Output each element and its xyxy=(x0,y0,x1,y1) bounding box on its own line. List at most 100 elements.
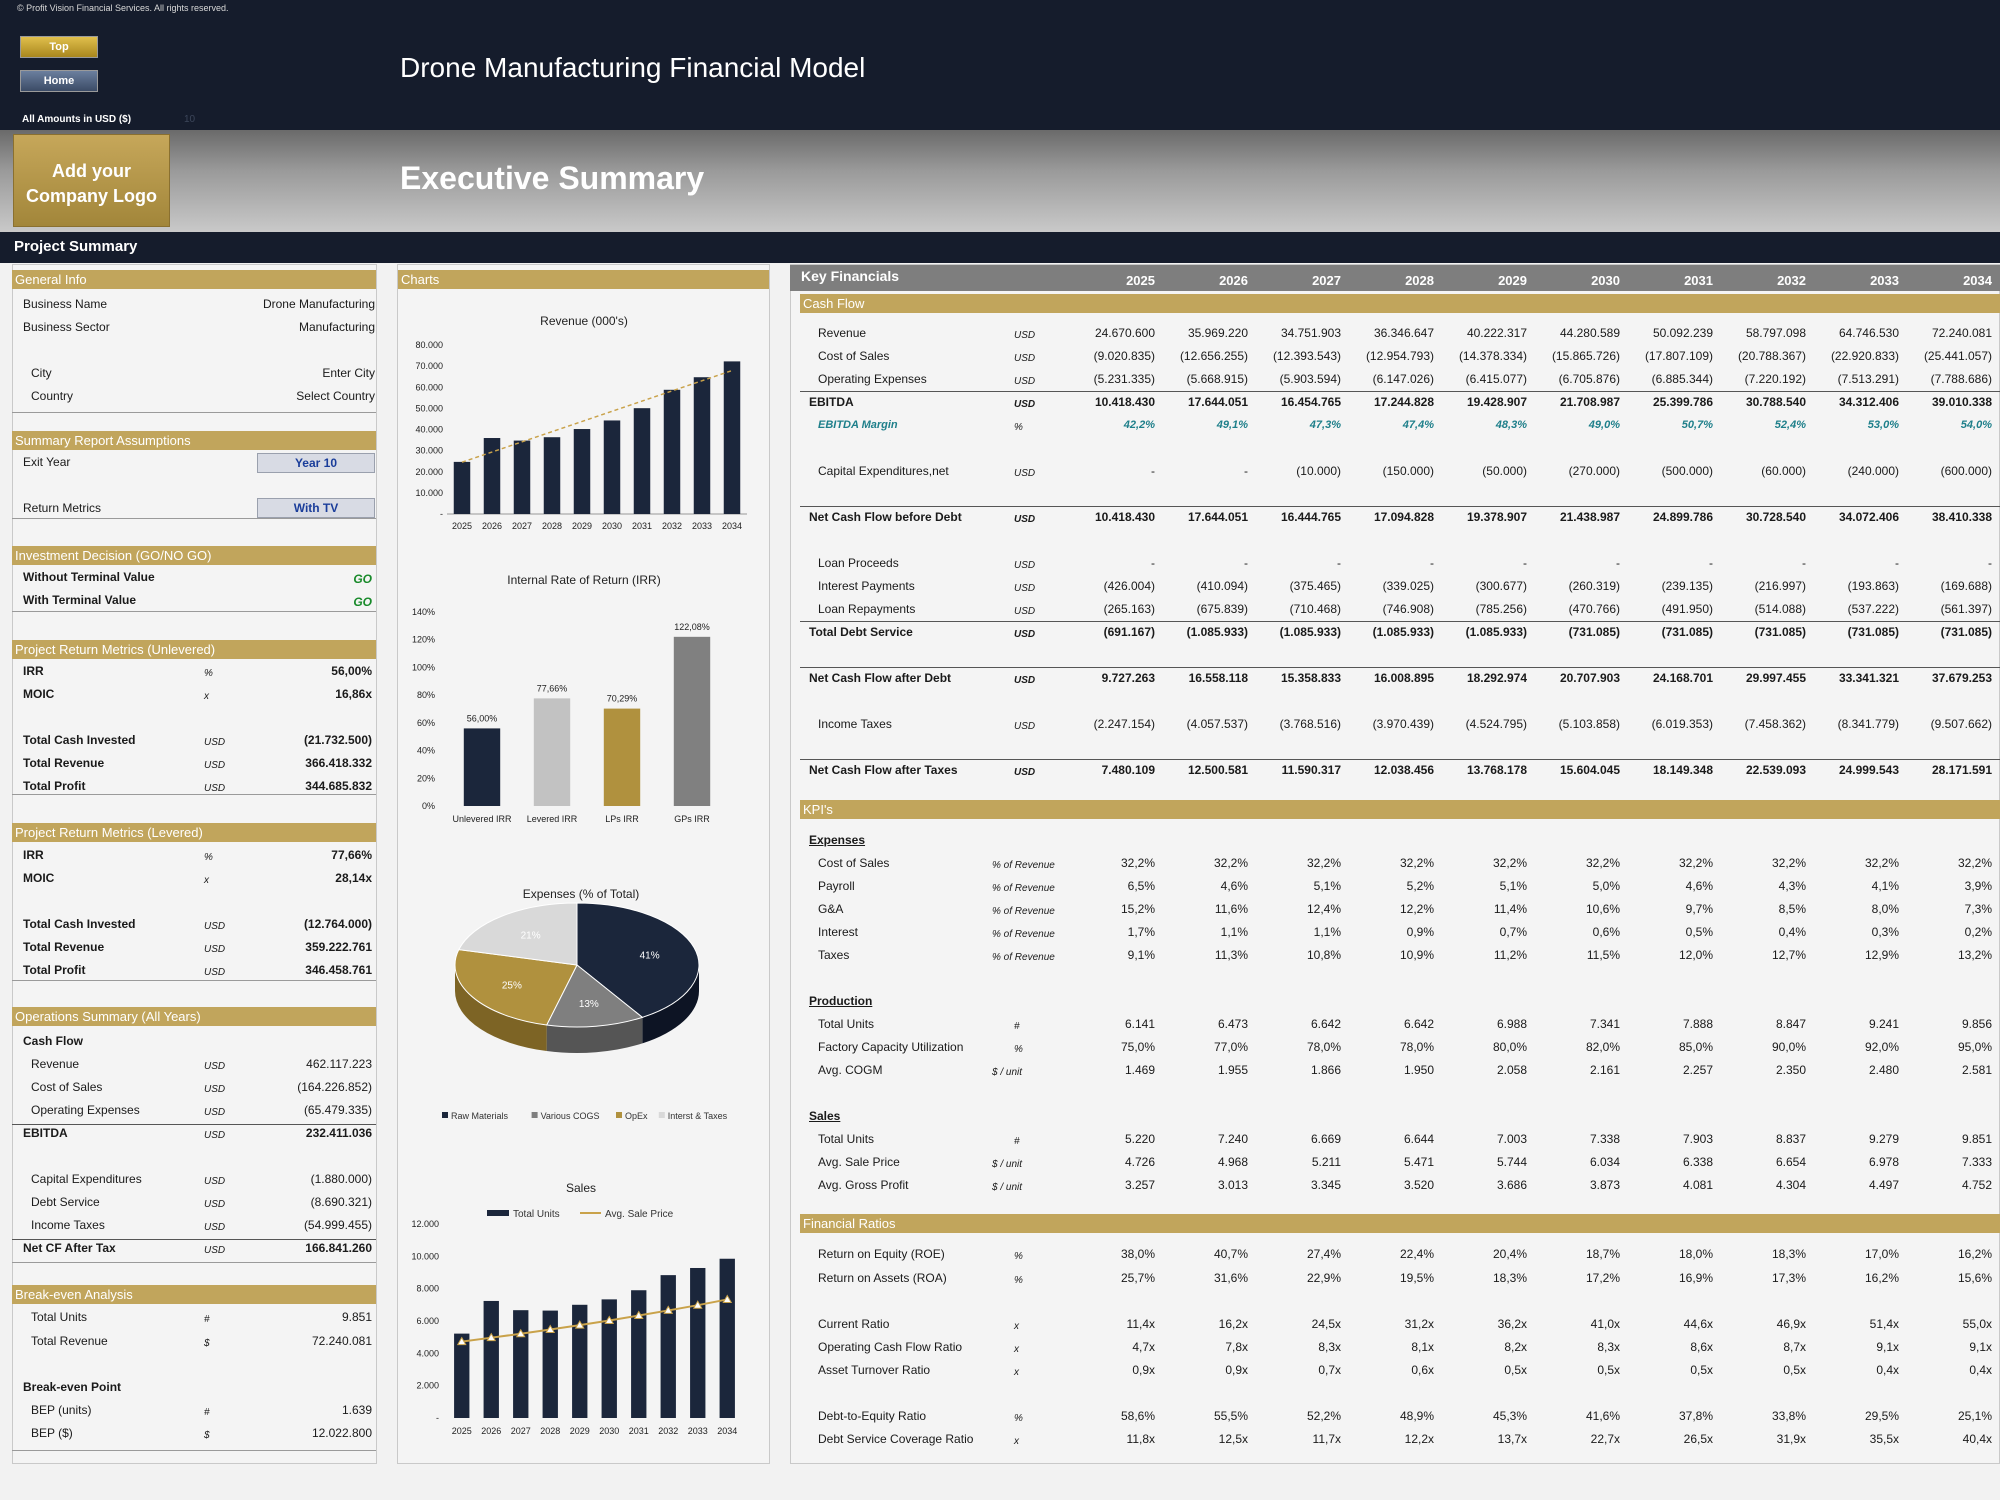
kf-cell-16-6: 9,7% xyxy=(1685,902,1713,916)
kf-subheader-2: Sales xyxy=(809,1109,841,1123)
kf-row-unit-24: $ / unit xyxy=(992,1182,1023,1193)
cashflow-header: Cash Flow xyxy=(800,294,2000,313)
ops-unit-0: USD xyxy=(204,1061,226,1072)
company-logo-placeholder[interactable]: Add your Company Logo xyxy=(13,134,170,227)
kf-cell-18-6: 12,0% xyxy=(1678,948,1713,962)
project-summary-title: Project Summary xyxy=(14,238,138,255)
city-label: City xyxy=(31,366,52,380)
kf-cell-0-7: 58.797.098 xyxy=(1745,326,1806,340)
unlevered-label-2: Total Cash Invested xyxy=(23,733,136,747)
kf-cell-5-8: (240.000) xyxy=(1847,464,1899,478)
city-value[interactable]: Enter City xyxy=(322,366,375,380)
revenue-ytick-6: 60.000 xyxy=(415,382,443,392)
irr-bar-1 xyxy=(533,698,571,806)
home-button[interactable]: Home xyxy=(20,70,98,92)
kf-cell-30-6: 37,8% xyxy=(1678,1409,1713,1423)
sales-xtick-2026: 2026 xyxy=(481,1426,501,1436)
irr-ytick-1: 20% xyxy=(417,773,435,783)
exit-year-label: Exit Year xyxy=(23,455,71,469)
kf-cell-27-0: 11,4x xyxy=(1126,1317,1155,1331)
top-button[interactable]: Top xyxy=(20,36,98,58)
ops-label-0: Revenue xyxy=(31,1057,80,1071)
kf-cell-7-1: - xyxy=(1244,556,1248,570)
kf-cell-3-1: 17.644.051 xyxy=(1187,395,1248,409)
sales-ytick-6: 12.000 xyxy=(411,1219,439,1229)
sales-legend-bar-swatch xyxy=(487,1210,509,1216)
kf-row-label-6: Net Cash Flow before Debt xyxy=(809,510,962,524)
kf-cell-13-1: 12.500.581 xyxy=(1187,763,1248,777)
kf-row-label-25: Return on Equity (ROE) xyxy=(818,1247,945,1261)
kf-cell-30-2: 52,2% xyxy=(1306,1409,1341,1423)
kf-cell-25-7: 18,3% xyxy=(1771,1247,1806,1261)
kf-cell-3-4: 19.428.907 xyxy=(1466,395,1527,409)
sales-price-marker-0 xyxy=(456,1336,467,1346)
kf-cell-16-7: 8,5% xyxy=(1778,902,1806,916)
kf-cell-29-9: 0,4x xyxy=(1969,1363,1992,1377)
kf-cell-3-3: 17.244.828 xyxy=(1373,395,1434,409)
pie-slice-1 xyxy=(545,964,644,1028)
kf-cell-11-7: 29.997.455 xyxy=(1745,671,1806,685)
kf-row-label-16: G&A xyxy=(818,902,844,916)
exit-year-input[interactable]: Year 10 xyxy=(257,453,375,473)
sales-xtick-2030: 2030 xyxy=(599,1426,619,1436)
kf-cell-10-1: (1.085.933) xyxy=(1186,625,1248,639)
kf-cell-3-9: 39.010.338 xyxy=(1931,395,1992,409)
country-value[interactable]: Select Country xyxy=(296,389,375,403)
kf-cell-15-9: 3,9% xyxy=(1964,879,1992,893)
kf-row-label-23: Avg. Sale Price xyxy=(818,1155,900,1169)
year-header-2033: 2033 xyxy=(1870,273,1899,288)
kf-cell-29-7: 0,5x xyxy=(1783,1363,1806,1377)
pie-slice-3 xyxy=(458,902,578,966)
kf-cell-12-8: (8.341.779) xyxy=(1837,717,1899,731)
sales-ytick-5: 10.000 xyxy=(411,1251,439,1261)
kf-cell-10-6: (731.085) xyxy=(1661,625,1713,639)
kf-cell-25-2: 27,4% xyxy=(1306,1247,1341,1261)
kf-cell-14-8: 32,2% xyxy=(1864,856,1899,870)
sales-xtick-2027: 2027 xyxy=(511,1426,531,1436)
kf-cell-29-6: 0,5x xyxy=(1690,1363,1713,1377)
irr-ytick-4: 80% xyxy=(417,690,435,700)
kf-cell-30-1: 55,5% xyxy=(1213,1409,1248,1423)
kf-cell-6-4: 19.378.907 xyxy=(1466,510,1527,524)
kf-cell-10-0: (691.167) xyxy=(1103,625,1155,639)
ops-value-2: (65.479.335) xyxy=(303,1103,372,1117)
kf-cell-31-0: 11,8x xyxy=(1126,1432,1155,1446)
kf-cell-0-4: 40.222.317 xyxy=(1466,326,1527,340)
kf-cell-23-3: 5.471 xyxy=(1403,1155,1434,1169)
sales-price-marker-8 xyxy=(692,1300,703,1309)
kf-cell-9-1: (675.839) xyxy=(1196,602,1248,616)
kf-row-label-24: Avg. Gross Profit xyxy=(818,1178,909,1192)
kf-cell-27-7: 46,9x xyxy=(1776,1317,1806,1331)
return-metrics-input[interactable]: With TV xyxy=(257,498,375,518)
kf-cell-3-0: 10.418.430 xyxy=(1094,395,1155,409)
kf-subheader-0: Expenses xyxy=(809,833,866,847)
kf-row-label-19: Total Units xyxy=(818,1017,875,1031)
kf-row-label-17: Interest xyxy=(818,925,859,939)
bep-value-1: 12.022.800 xyxy=(311,1426,372,1440)
kf-cell-4-2: 47,3% xyxy=(1309,419,1341,431)
kf-row-label-3: EBITDA xyxy=(809,395,854,409)
pie-legend-swatch-1 xyxy=(531,1112,538,1118)
kf-cell-30-4: 45,3% xyxy=(1492,1409,1527,1423)
kf-cell-1-2: (12.393.543) xyxy=(1272,349,1341,363)
left-divider-0 xyxy=(12,412,376,413)
kf-cell-16-3: 12,2% xyxy=(1399,902,1434,916)
kf-cell-26-7: 17,3% xyxy=(1771,1271,1806,1285)
kf-cell-18-8: 12,9% xyxy=(1864,948,1899,962)
kf-cell-4-0: 42,2% xyxy=(1123,419,1155,431)
levered-value-2: (12.764.000) xyxy=(303,917,372,931)
pie-label-2: 25% xyxy=(502,981,522,992)
kf-cell-1-0: (9.020.835) xyxy=(1093,349,1155,363)
sales-xtick-2032: 2032 xyxy=(658,1426,678,1436)
kf-cell-12-7: (7.458.362) xyxy=(1744,717,1806,731)
kf-cell-19-1: 6.473 xyxy=(1217,1017,1248,1031)
kf-row-unit-26: % xyxy=(1014,1275,1023,1286)
kf-cell-12-2: (3.768.516) xyxy=(1279,717,1341,731)
unlevered-label-0: IRR xyxy=(23,664,44,678)
bep-unit-0: # xyxy=(204,1407,210,1418)
charts-header: Charts xyxy=(398,270,769,289)
kf-row-unit-21: $ / unit xyxy=(992,1067,1023,1078)
kf-cell-2-1: (5.668.915) xyxy=(1186,372,1248,386)
year-header-2027: 2027 xyxy=(1312,273,1341,288)
kf-cell-24-6: 4.081 xyxy=(1682,1178,1713,1192)
